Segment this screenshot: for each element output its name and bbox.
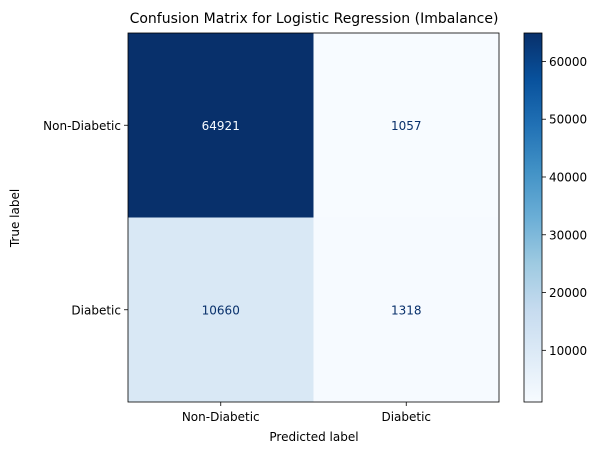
matrix-cell xyxy=(128,217,314,402)
colorbar-tick-label: 30000 xyxy=(549,228,587,242)
y-tick-label: Diabetic xyxy=(71,303,121,317)
cell-value-label: 1057 xyxy=(391,119,422,133)
chart-title: Confusion Matrix for Logistic Regression… xyxy=(130,11,499,27)
x-tick-label: Diabetic xyxy=(381,410,431,424)
cell-value-label: 1318 xyxy=(391,303,422,317)
y-tick-label: Non-Diabetic xyxy=(43,119,121,133)
colorbar-tick-label: 10000 xyxy=(549,344,587,358)
colorbar-tick-label: 50000 xyxy=(549,113,587,127)
matrix-cell xyxy=(128,33,314,218)
colorbar-tick-label: 20000 xyxy=(549,286,587,300)
matrix-cell xyxy=(313,33,499,218)
cell-value-label: 64921 xyxy=(202,119,240,133)
matrix-cells: 64921 1057 10660 1318 xyxy=(128,33,499,402)
x-axis-label: Predicted label xyxy=(269,430,358,444)
plot-frame xyxy=(127,32,500,403)
colorbar xyxy=(523,32,543,403)
colorbar-tick-label: 40000 xyxy=(549,170,587,184)
y-axis-label: True label xyxy=(8,189,22,248)
matrix-cell xyxy=(313,217,499,402)
cell-value-label: 10660 xyxy=(202,303,240,317)
y-axis-ticks: Non-Diabetic Diabetic xyxy=(43,119,128,317)
colorbar-tick-label: 60000 xyxy=(549,55,587,69)
colorbar-ticks: 10000 20000 30000 40000 50000 60000 xyxy=(542,55,587,358)
x-axis-ticks: Non-Diabetic Diabetic xyxy=(182,402,431,424)
x-tick-label: Non-Diabetic xyxy=(182,410,260,424)
